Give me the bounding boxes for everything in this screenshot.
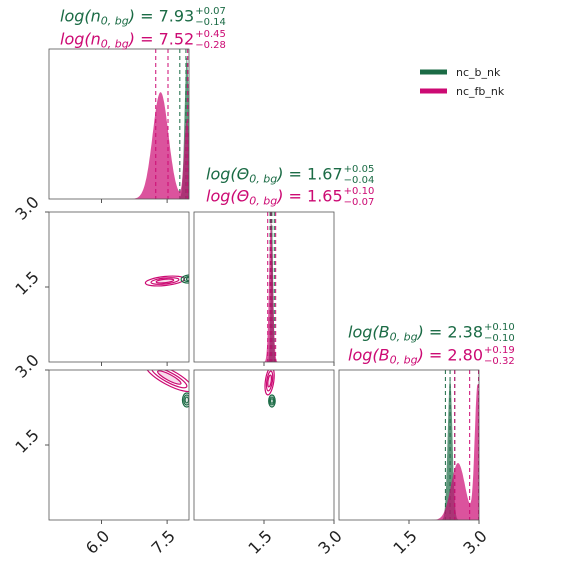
y-tick-label-2-1: 1.5: [11, 425, 42, 456]
contour-nc_fb_nk-2-1-2: [267, 374, 273, 388]
panel-frame-2-1: [193, 369, 335, 521]
legend-label-nc_b_nk: nc_b_nk: [456, 66, 501, 79]
contour-nc_fb_nk-2-1-1: [265, 370, 274, 392]
x-tick-label-2-1: 3.0: [459, 526, 490, 557]
contour-nc_b_nk-2-1-2: [269, 398, 274, 404]
title-theta-sub-b: 0, bg: [249, 194, 278, 208]
title-theta-minus-b: −0.07: [343, 197, 375, 208]
title-theta-param-b: log(Θ: [206, 186, 250, 206]
contour-nc_b_nk-2-0-2: [184, 396, 189, 404]
contour-group-2-1: [264, 370, 276, 408]
contour-nc_b_nk-2-0-0: [181, 392, 189, 408]
contour-nc_fb_nk-1-0-2: [155, 278, 175, 284]
title-n-param-a: log(n: [60, 6, 101, 26]
contour-group-2-0: [145, 370, 189, 408]
title-n-plus-a: +0.07: [195, 6, 226, 17]
title-theta-median-b: 1.65: [307, 186, 343, 206]
title-theta-minus-a: −0.04: [343, 175, 375, 186]
title-b-plus-b: +0.19: [484, 345, 515, 356]
legend-label-nc_fb_nk: nc_fb_nk: [456, 85, 505, 98]
y-tick-label-1-1: 1.5: [11, 267, 42, 298]
contour-nc_fb_nk-1-0-1: [150, 277, 180, 285]
title-n-close-b: ): [128, 29, 135, 49]
title-n-close-a: ): [128, 6, 135, 26]
panel-frame-1-1: [193, 211, 335, 363]
y-tick-label-2-0: 3.0: [11, 350, 42, 381]
title-n-param-b: log(n: [60, 29, 101, 49]
panel-frame-0-0: [48, 48, 190, 200]
title-theta-param-a: log(Θ: [206, 164, 250, 184]
title-n-sub-b: 0, bg: [100, 37, 129, 51]
title-theta-close-a: ): [277, 164, 284, 184]
contour-nc_b_nk-2-0-1: [183, 394, 189, 406]
title-b-series-a: log(B0, bg) = 2.38 +0.10 −0.10: [348, 322, 515, 344]
marginal-group-2: [339, 370, 479, 520]
title-b-series-b: log(B0, bg) = 2.80 +0.19 −0.32: [348, 345, 515, 367]
title-theta-series-b: log(Θ0, bg) = 1.65 +0.10 −0.07: [206, 186, 375, 208]
title-theta-series-a: log(Θ0, bg) = 1.67 +0.05 −0.04: [206, 164, 375, 186]
title-n-series-b: log(n0, bg) = 7.52 +0.45 −0.28: [60, 29, 226, 51]
title-n-median-a: 7.93: [158, 6, 195, 26]
contour-nc_fb_nk-2-0-0: [145, 370, 189, 393]
marginal-density-nc_fb_nk-0: [49, 92, 189, 199]
contour-nc_fb_nk-2-1-0: [264, 370, 275, 396]
title-b-close-a: ): [417, 322, 424, 342]
marginal-group-0: [49, 49, 189, 199]
legend: nc_b_nk nc_fb_nk: [420, 66, 505, 98]
contour-nc_fb_nk-1-0-0: [144, 275, 186, 287]
title-n-median-b: 7.52: [158, 29, 195, 49]
marginal-density-nc_fb_nk-2: [339, 383, 479, 520]
marginal-density-nc_b_nk-1: [194, 224, 334, 362]
title-b-median-b: 2.80: [447, 345, 484, 365]
x-tick-label-2-0: 1.5: [389, 526, 420, 557]
panel-frame-1-0: [48, 211, 190, 363]
contour-nc_b_nk-2-1-1: [268, 396, 275, 406]
title-b-param-b: log(B: [348, 345, 390, 365]
title-theta-close-b: ): [277, 186, 284, 206]
title-b-median-a: 2.38: [447, 322, 484, 342]
contour-nc_b_nk-2-1-0: [268, 394, 276, 408]
title-n-plus-b: +0.45: [195, 29, 226, 40]
x-tick-label-0-0: 6.0: [82, 526, 113, 557]
contour-nc_fb_nk-2-0-1: [151, 370, 188, 389]
marginal-group-1: [194, 212, 334, 362]
contour-nc_fb_nk-2-0-2: [157, 370, 182, 385]
x-tick-label-1-1: 3.0: [314, 526, 345, 557]
title-n-series-a: log(n0, bg) = 7.93 +0.07 −0.14: [60, 6, 226, 28]
title-theta-median-a: 1.67: [307, 164, 343, 184]
title-theta-plus-a: +0.05: [343, 164, 375, 175]
title-b-sub-a: 0, bg: [389, 330, 418, 344]
panel-frame-2-0: [48, 369, 190, 521]
title-b-sub-b: 0, bg: [389, 353, 418, 367]
marginal-density-nc_b_nk-2: [339, 378, 479, 520]
y-tick-label-1-0: 3.0: [11, 192, 42, 223]
title-n-minus-a: −0.14: [195, 17, 226, 28]
title-theta-plus-b: +0.10: [343, 186, 375, 197]
x-tick-label-1-0: 1.5: [244, 526, 275, 557]
x-tick-label-0-1: 7.5: [148, 526, 179, 557]
title-n-sub-a: 0, bg: [100, 14, 129, 28]
title-b-minus-a: −0.10: [484, 333, 515, 344]
title-b-close-b: ): [417, 345, 424, 365]
title-b-plus-a: +0.10: [484, 322, 515, 333]
title-b-minus-b: −0.32: [484, 356, 515, 367]
marginal-density-nc_fb_nk-1: [194, 219, 334, 362]
title-n-minus-b: −0.28: [195, 40, 226, 51]
title-b-param-a: log(B: [348, 322, 390, 342]
title-theta-sub-a: 0, bg: [249, 172, 278, 186]
